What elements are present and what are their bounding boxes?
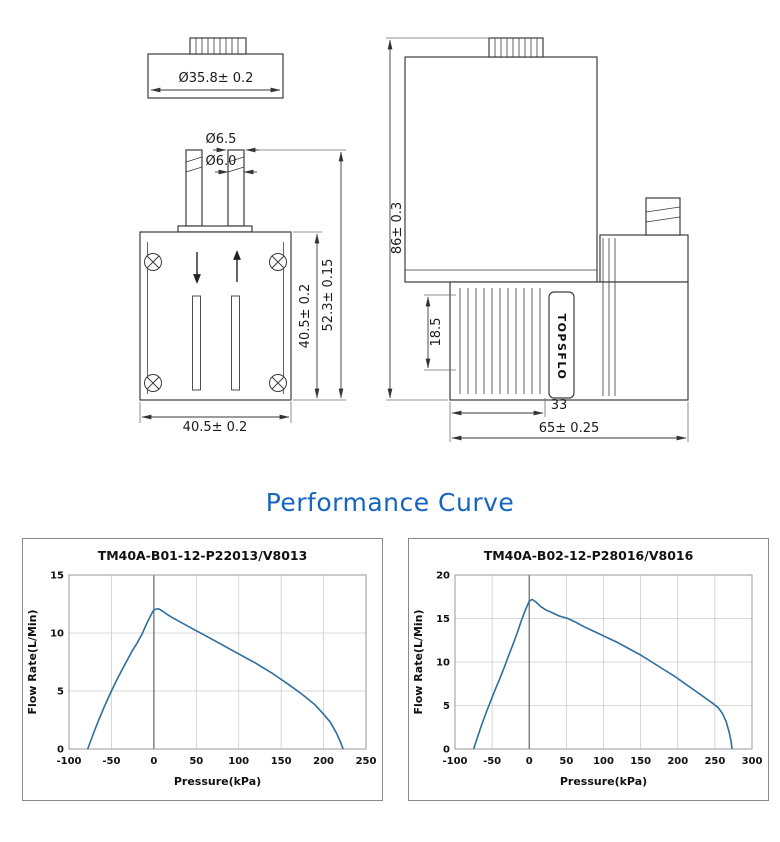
y-axis-title: Flow Rate(L/Min) [26,609,39,714]
y-tick-label: 5 [57,687,64,698]
x-tick-label: 150 [630,756,651,767]
dim-label-valve-section: 18.5 [429,318,444,347]
motor-ring-lines [602,238,616,396]
y-tick-label: 0 [57,745,64,756]
chart-title: TM40A-B02-12-P28016/V8016 [483,548,694,563]
dim-label-overall-height: 52.3± 0.15 [321,259,336,332]
chart-title: TM40A-B01-12-P22013/V8013 [97,548,308,563]
side-port [645,197,681,236]
chart-panel-right: TM40A-B02-12-P28016/V8016 0 5 10 15 20 -100 -5… [408,538,769,801]
y-tick-label: 10 [436,658,450,669]
performance-chart-left: 0 5 10 15 -100 -50 0 50 100 150 200 250 Pressure(kPa… [26,571,377,789]
x-tick-label: 200 [313,756,334,767]
dim-label-fin-width: 33 [551,398,568,413]
x-tick-label: 250 [704,756,725,767]
y-tick-label: 0 [443,745,450,756]
dim-label-head-width: 40.5± 0.2 [183,420,248,435]
dim-label-head-height: 40.5± 0.2 [298,284,313,349]
plot-border [68,574,367,750]
front-view-dimensions: Ø35.8± 0.2 Ø6.5 Ø6.0 40.5± 0.2 52.3± 0.1… [139,71,346,435]
front-view-drawing [139,37,292,401]
dim-label-port-outer: Ø6.5 [206,132,237,147]
cooling-fins [459,288,541,394]
port-boss [177,225,253,233]
plot-border [454,574,753,750]
side-view-drawing [404,37,689,401]
technical-drawing: Ø35.8± 0.2 Ø6.5 Ø6.0 40.5± 0.2 52.3± 0.1… [139,37,689,442]
x-tick-label: 50 [559,756,573,767]
motor-cap [189,37,247,55]
performance-curve-heading: Performance Curve [265,488,515,517]
chart-panel-left: TM40A-B01-12-P22013/V8013 0 5 10 15 -100 -50 0… [22,538,383,801]
x-tick-label: -100 [442,756,467,767]
dim-label-overall-length: 65± 0.25 [539,421,600,436]
x-tick-label: 200 [667,756,688,767]
y-axis-title: Flow Rate(L/Min) [412,609,425,714]
y-tick-label: 10 [50,629,64,640]
x-tick-label: 0 [150,756,157,767]
y-tick-label: 15 [436,614,450,625]
dim-label-port-inner: Ø6.0 [206,154,237,169]
brand-badge [548,291,575,399]
x-axis-title: Pressure(kPa) [174,775,261,788]
inlet-port [185,149,203,227]
x-axis-title: Pressure(kPa) [560,775,647,788]
x-tick-label: 100 [228,756,249,767]
dim-label-side-overall-height: 86± 0.3 [390,202,405,254]
head-tower [599,234,689,283]
dim-label-motor-diameter: Ø35.8± 0.2 [179,71,254,86]
x-tick-label: 100 [593,756,614,767]
flow-curve [86,607,344,750]
performance-chart-right: 0 5 10 15 20 -100 -50 0 50 100 150 200 250 300 Pressur… [412,571,763,789]
screw-icon [144,253,287,392]
x-tick-label: 300 [742,756,763,767]
y-tick-label: 20 [436,571,450,582]
topsflo-label: TOPSFLO [555,314,568,381]
motor-body-side [404,56,598,283]
x-tick-label: -100 [56,756,81,767]
y-tick-label: 5 [443,701,450,712]
flow-curve [472,598,733,750]
x-tick-label: 50 [189,756,203,767]
x-tick-label: 250 [356,756,377,767]
pump-head [139,231,292,401]
motor-cap-side [488,37,544,58]
head-slots [192,295,240,391]
x-tick-label: -50 [102,756,120,767]
x-tick-label: 150 [271,756,292,767]
y-tick-label: 15 [50,571,64,582]
x-tick-label: 0 [526,756,533,767]
side-view-dimensions: 86± 0.3 18.5 33 65± 0.25 [386,37,689,442]
x-tick-label: -50 [483,756,501,767]
